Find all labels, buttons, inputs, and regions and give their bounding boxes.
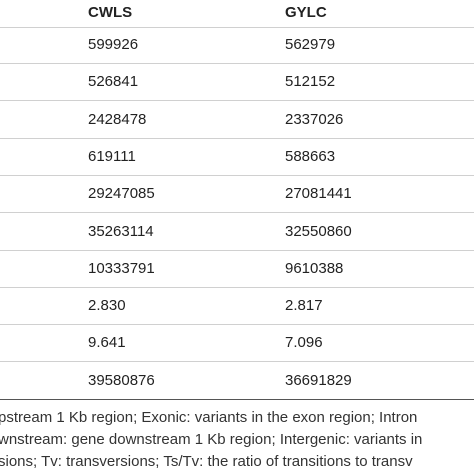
table-cell: 2337026: [285, 110, 344, 128]
table-cell: 2.830: [88, 297, 126, 315]
table-cell: 562979: [285, 36, 336, 53]
table-cell: 588663: [285, 147, 336, 165]
table-cell: 2428478: [88, 110, 147, 128]
table-bottom-rule: [0, 398, 474, 401]
header-rule: [0, 27, 474, 28]
column-header: CWLS: [88, 4, 133, 21]
row-rule: [0, 174, 474, 176]
column-header: GYLC: [285, 4, 327, 21]
table-cell: 32550860: [285, 222, 352, 240]
table-cell: 36691829: [285, 371, 352, 389]
row-rule: [0, 249, 474, 251]
table-cell: 619111: [88, 147, 136, 165]
table-cell: 27081441: [285, 185, 352, 203]
row-rule: [0, 324, 474, 326]
table-cell: 29247085: [88, 185, 155, 203]
footnote-line: sions; Tv: transversions; Ts/Tv: the rat…: [0, 453, 413, 470]
table-cell: 9.641: [88, 334, 126, 352]
table-cell: 512152: [285, 73, 336, 91]
row-rule: [0, 212, 474, 214]
table-cell: 599926: [88, 36, 139, 53]
table-cell: 9610388: [285, 259, 344, 277]
row-rule: [0, 361, 474, 363]
row-rule: [0, 137, 474, 139]
row-rule: [0, 286, 474, 288]
footnote-line: pstream 1 Kb region; Exonic: variants in…: [0, 409, 418, 426]
footnote-line: wnstream: gene downstream 1 Kb region; I…: [0, 431, 423, 448]
table-cell: 2.817: [285, 297, 323, 315]
table-cell: 35263114: [88, 222, 154, 240]
table-cell: 526841: [88, 73, 139, 91]
row-rule: [0, 63, 474, 64]
table-cell: 10333791: [88, 259, 155, 277]
table-cell: 7.096: [285, 334, 323, 352]
table-cell: 39580876: [88, 371, 155, 389]
row-rule: [0, 100, 474, 102]
